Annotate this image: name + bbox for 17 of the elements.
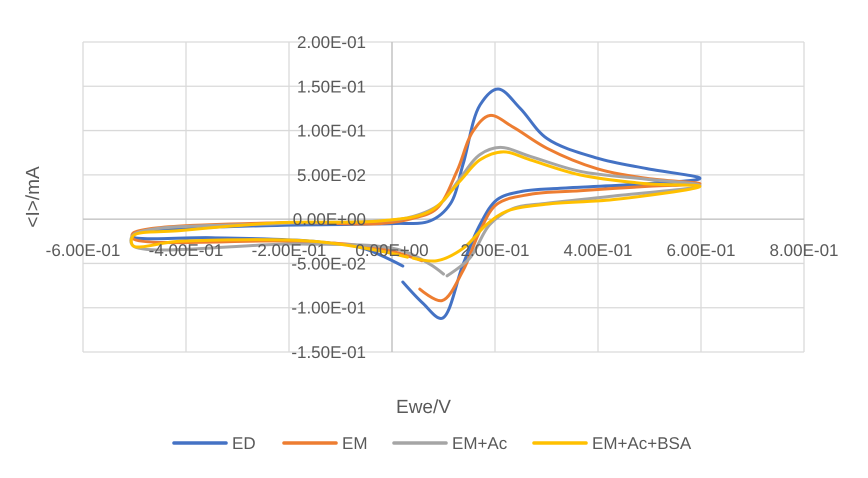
x-tick-label: -6.00E-01 [46,241,120,260]
y-tick-label: -1.50E-01 [291,343,366,362]
y-tick-label: 1.00E-01 [297,122,366,141]
y-tick-label: 5.00E-02 [297,166,366,185]
x-tick-label: 6.00E-01 [666,241,736,260]
x-tick-label: -4.00E-01 [148,241,224,260]
x-tick-label: 4.00E-01 [564,241,632,260]
x-tick-label: 8.00E-01 [770,241,838,260]
y-axis-title: <I>/mA [23,166,44,228]
y-tick-label: 1.50E-01 [297,77,366,96]
y-tick-label: 2.00E-01 [297,33,366,52]
legend-label: EM+Ac+BSA [592,434,692,453]
x-axis-title: Ewe/V [396,397,452,418]
legend-label: EM+Ac [452,434,508,453]
y-tick-label: -1.00E-01 [291,298,366,318]
legend-label: ED [232,434,256,453]
legend-label: EM [342,434,368,453]
